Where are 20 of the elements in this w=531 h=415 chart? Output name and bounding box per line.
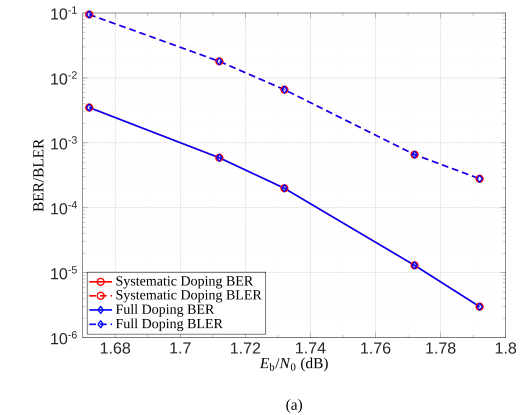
x-tick-label: 1.7: [170, 342, 191, 354]
y-tick-label: 10$^{-4}$: [51, 201, 77, 214]
x-tick-label: 1.8: [496, 342, 516, 354]
text: (a): [286, 399, 302, 413]
x-axis-title: E$_{b}$/N$_{0}$ (dB): [260, 358, 328, 372]
x-tick-label: 1.74: [296, 342, 326, 354]
x-tick-label: 1.78: [426, 342, 456, 354]
x-tick-label: 1.72: [231, 342, 260, 354]
x-tick-label: 1.68: [100, 342, 130, 354]
y-tick-label: 10$^{-5}$: [51, 266, 77, 280]
y-tick-label: 10$^{-3}$: [51, 136, 77, 150]
legend-label: Full Doping BLER: [116, 318, 223, 332]
y-tick-label: 10$^{-6}$: [51, 330, 77, 344]
legend-label: Full Doping BER: [116, 304, 214, 317]
legend-label: Systematic Doping BER: [116, 276, 254, 288]
x-tick-label: 1.76: [361, 342, 390, 354]
y-axis-title: BER/BLER: [33, 138, 44, 212]
y-tick-label: 10$^{-2}$: [51, 71, 77, 85]
legend-label: Systematic Doping BLER: [116, 290, 262, 302]
y-tick-label: 10$^{-1}$: [51, 6, 77, 20]
